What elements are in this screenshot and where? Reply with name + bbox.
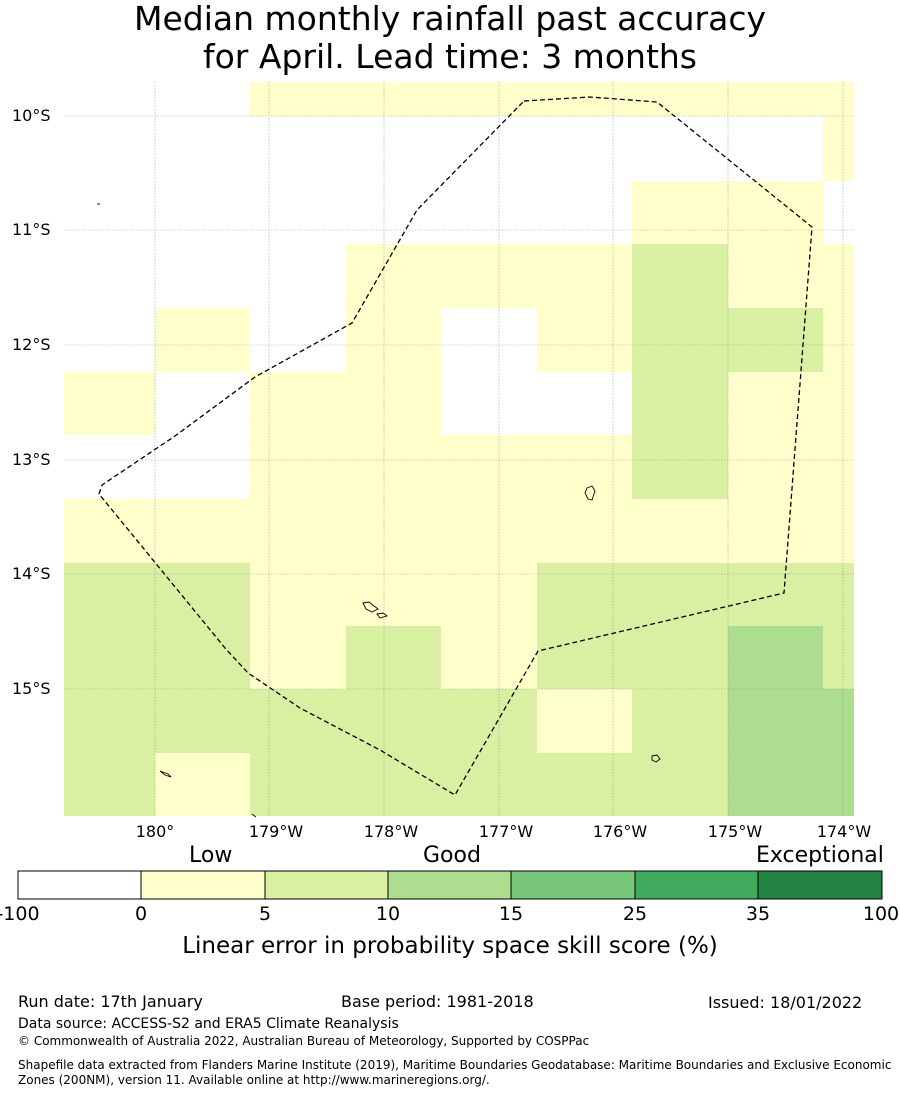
grid-cell (155, 753, 250, 816)
lat-label: 11°S (12, 220, 51, 239)
shapefile-credit-line-1: Shapefile data extracted from Flanders M… (18, 1058, 892, 1072)
colorbar-segment (265, 871, 388, 899)
colorbar-tick: 100 (862, 903, 900, 925)
lon-label: 175°W (707, 822, 763, 841)
lon-label: 179°W (248, 822, 304, 841)
colorbar (17, 870, 883, 900)
colorbar-tick: 0 (134, 903, 148, 925)
grid-cell (346, 308, 441, 372)
lat-label: 15°S (12, 679, 51, 698)
colorbar-tick: -100 (0, 903, 40, 925)
grid-cell (632, 244, 728, 499)
colorbar-tick: 10 (375, 903, 401, 925)
grid-cell (64, 372, 155, 435)
shapefile-credit-line-2: Zones (200NM), version 11. Available onl… (18, 1073, 490, 1087)
lon-label: 177°W (478, 822, 534, 841)
islands (97, 203, 661, 818)
island (376, 612, 388, 619)
colorbar-category-good: Good (423, 843, 481, 868)
run-date: Run date: 17th January (18, 992, 203, 1011)
lat-label: 13°S (12, 450, 51, 469)
chart-title: Median monthly rainfall past accuracy fo… (0, 0, 900, 76)
colorbar-label: Linear error in probability space skill … (182, 933, 718, 959)
grid-cell (250, 435, 632, 499)
issued-date: Issued: 18/01/2022 (708, 993, 863, 1012)
island (651, 754, 661, 763)
grid-cell (728, 626, 823, 689)
lon-label: 178°W (363, 822, 419, 841)
grid-cell (346, 244, 632, 308)
lat-label: 10°S (12, 106, 51, 125)
grid-cell (823, 308, 854, 372)
grid-cell (728, 372, 854, 499)
lat-label: 14°S (12, 564, 51, 583)
island (159, 770, 172, 778)
colorbar-segment (388, 871, 511, 899)
grid-cell (728, 308, 823, 372)
colorbar-segment (18, 871, 141, 899)
colorbar-category-low: Low (189, 843, 233, 868)
grid-cell (155, 308, 250, 372)
copyright: © Commonwealth of Australia 2022, Austra… (18, 1034, 590, 1048)
colorbar-segment (511, 871, 635, 899)
grid-cell (537, 689, 632, 753)
grid-cell (823, 244, 854, 308)
eez-boundary (98, 96, 813, 796)
grid-cell (537, 308, 632, 372)
title-line-2: for April. Lead time: 3 months (203, 37, 697, 76)
grid-cell (728, 244, 823, 308)
colorbar-tick: 35 (745, 903, 771, 925)
base-period: Base period: 1981-2018 (341, 992, 534, 1011)
grid-cell (823, 116, 854, 181)
colorbar-category-exceptional: Exceptional (756, 843, 884, 868)
grid-cell (64, 499, 854, 563)
title-line-1: Median monthly rainfall past accuracy (133, 0, 767, 38)
grid-cell (346, 626, 441, 689)
colorbar-segment (141, 871, 265, 899)
island (362, 601, 379, 613)
grid-cell (728, 689, 854, 816)
lat-label: 12°S (12, 335, 51, 354)
colorbar-segment (758, 871, 882, 899)
lon-label: 176°W (592, 822, 648, 841)
colorbar-tick: 25 (622, 903, 648, 925)
grid-cell (632, 181, 823, 244)
skill-grid-cells (64, 82, 854, 816)
colorbar-tick: 5 (258, 903, 272, 925)
colorbar-segment (635, 871, 758, 899)
colorbar-tick: 15 (498, 903, 524, 925)
island (584, 485, 596, 501)
grid-cell (250, 372, 441, 435)
lon-label: 180° (135, 822, 175, 841)
island (251, 813, 257, 818)
data-source: Data source: ACCESS-S2 and ERA5 Climate … (18, 1016, 399, 1032)
lon-label: 174°W (816, 822, 872, 841)
